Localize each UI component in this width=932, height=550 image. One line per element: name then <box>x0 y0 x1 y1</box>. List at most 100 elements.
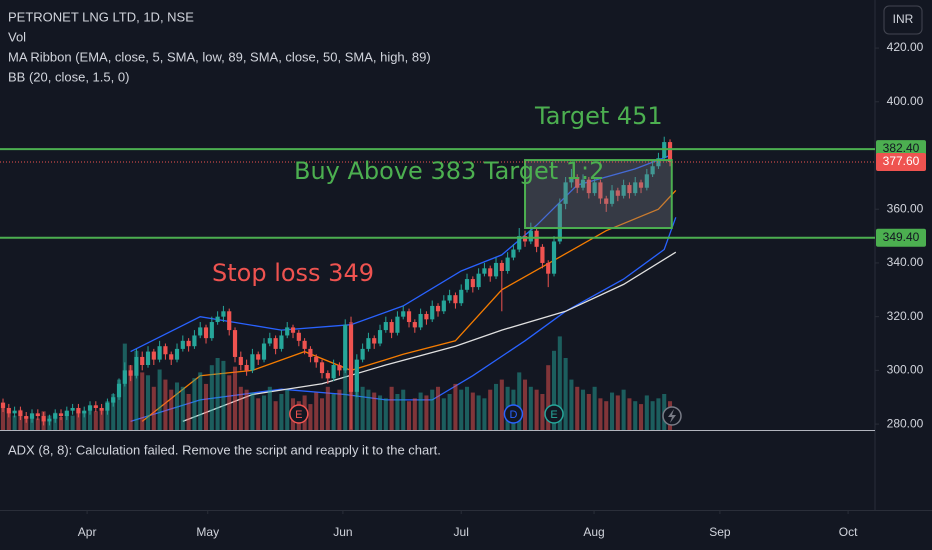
volume-bar <box>256 398 261 430</box>
volume-bar <box>157 369 162 430</box>
volume-bar <box>482 398 487 430</box>
x-tick-label: May <box>196 525 219 539</box>
candle-body <box>517 236 522 250</box>
candle-body <box>360 348 365 360</box>
volume-bar <box>180 386 185 430</box>
volume-bar <box>354 365 359 430</box>
volume-bar <box>111 394 116 430</box>
volume-bar <box>128 365 133 430</box>
candle-body <box>412 322 417 328</box>
volume-bar <box>604 401 609 430</box>
volume-bar <box>76 409 81 430</box>
volume-bar <box>528 386 533 430</box>
volume-bar <box>424 395 429 430</box>
volume-bar <box>563 358 568 430</box>
volume-bar <box>325 386 330 430</box>
annotation: Buy Above 383 Target 1:2 <box>294 157 604 185</box>
annotation: Stop loss 349 <box>212 259 374 287</box>
indicator-vol: Vol <box>8 29 26 44</box>
volume-bar <box>406 401 412 430</box>
candle-body <box>505 257 510 271</box>
volume-bar <box>6 412 11 430</box>
volume-bar <box>163 379 168 430</box>
x-tick-label: Jun <box>333 525 352 539</box>
volume-bar <box>499 379 504 430</box>
candle-body <box>418 313 423 328</box>
candle-body <box>389 322 394 333</box>
candle-body <box>430 305 435 320</box>
candle-body <box>372 338 377 344</box>
volume-bar <box>418 392 423 430</box>
candle-body <box>203 327 209 339</box>
candle-body <box>586 179 591 194</box>
candle-body <box>140 356 145 366</box>
candle-body <box>667 142 673 162</box>
volume-bar <box>203 383 209 430</box>
candle-body <box>76 407 81 414</box>
event-label: D <box>509 409 517 421</box>
candle-body <box>609 190 615 204</box>
volume-bar <box>93 411 98 430</box>
candle-body <box>598 182 603 199</box>
volume-bar <box>569 379 574 430</box>
candle-body <box>0 402 6 408</box>
candle-body <box>35 413 40 417</box>
candle-body <box>621 185 626 196</box>
candle-body <box>453 295 458 304</box>
volume-bar <box>64 414 69 430</box>
candle-body <box>447 295 452 301</box>
candle-body <box>267 338 272 344</box>
volume-bar <box>586 394 591 430</box>
indicator-ma: MA Ribbon (EMA, close, 5, SMA, low, 89, … <box>8 49 431 64</box>
flash-glyph[interactable] <box>668 409 676 423</box>
event-label: E <box>550 409 557 421</box>
candle-body <box>644 174 649 188</box>
candle-body <box>522 236 528 242</box>
volume-bar <box>279 394 284 430</box>
candle-body <box>111 397 116 403</box>
volume-bar <box>534 389 539 430</box>
candle-body <box>227 311 232 331</box>
candle-body <box>488 268 493 277</box>
currency-button[interactable] <box>883 5 923 35</box>
ma-line <box>182 251 677 423</box>
volume-bar <box>592 386 597 430</box>
x-tick-label: Sep <box>709 525 731 539</box>
candle-body <box>174 348 180 360</box>
candle-body <box>296 332 301 341</box>
volume-bar <box>372 392 377 430</box>
volume-bar <box>145 375 151 430</box>
candle-body <box>395 316 400 333</box>
candle-body <box>482 268 487 274</box>
candle-body <box>261 343 267 360</box>
candle-body <box>493 262 499 277</box>
volume-bar <box>122 343 127 430</box>
volume-bar <box>615 395 620 430</box>
candle-body <box>580 179 586 188</box>
candle-body <box>459 289 464 304</box>
candle-body <box>238 356 243 366</box>
candle-body <box>314 356 319 363</box>
flash-icon[interactable] <box>662 406 682 426</box>
candle-body <box>64 410 69 417</box>
currency-label[interactable]: INR <box>893 12 914 26</box>
volume-bar <box>99 408 104 430</box>
candle-body <box>319 362 325 374</box>
candle-body <box>186 340 191 347</box>
candle-body <box>604 198 609 204</box>
candle-body <box>70 407 75 411</box>
volume-bar <box>633 401 638 430</box>
volume-bar <box>488 389 493 430</box>
candle-body <box>302 340 307 349</box>
volume-bar <box>232 366 238 430</box>
x-tick-label: Jul <box>454 525 469 539</box>
candle-body <box>343 324 348 371</box>
volume-bar <box>221 360 226 430</box>
candle-body <box>209 322 214 339</box>
volume-bar <box>105 401 110 430</box>
y-tick-label: 360.00 <box>887 201 924 215</box>
volume-bar <box>366 389 371 430</box>
volume-bar <box>174 382 180 430</box>
volume-bar <box>575 386 580 430</box>
ma-line <box>130 154 671 353</box>
